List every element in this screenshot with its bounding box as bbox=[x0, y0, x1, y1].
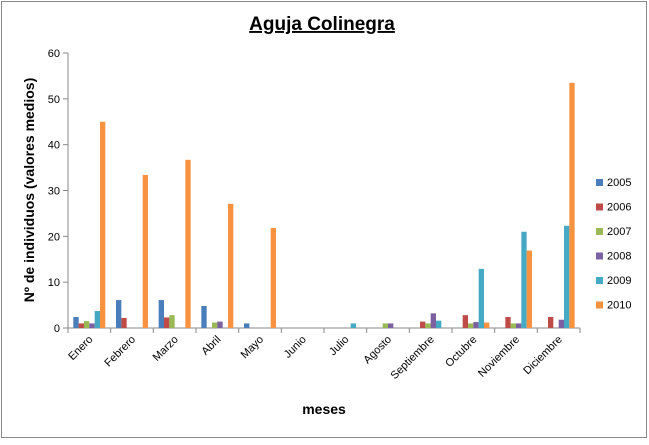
bar bbox=[73, 317, 79, 328]
bar bbox=[217, 321, 223, 328]
bar bbox=[244, 323, 250, 328]
y-axis-title: Nº de individuos (valores medios) bbox=[21, 78, 37, 303]
legend-swatch bbox=[596, 203, 603, 211]
bar bbox=[100, 121, 106, 328]
bar bbox=[420, 321, 426, 328]
bar bbox=[425, 323, 431, 328]
bar bbox=[350, 323, 356, 328]
bar bbox=[270, 228, 276, 328]
bar bbox=[382, 323, 388, 328]
legend-swatch bbox=[596, 277, 603, 284]
bar bbox=[436, 320, 442, 328]
bar bbox=[478, 268, 484, 328]
legend-label: 2006 bbox=[607, 202, 631, 214]
bar bbox=[526, 250, 532, 328]
bar bbox=[558, 319, 564, 328]
bar bbox=[388, 323, 394, 328]
bar bbox=[473, 322, 479, 328]
bar bbox=[201, 306, 207, 328]
bar bbox=[516, 323, 522, 328]
bar bbox=[462, 315, 468, 328]
chart-border bbox=[1, 1, 647, 438]
legend-swatch bbox=[596, 228, 603, 235]
bar bbox=[121, 317, 127, 328]
legend-swatch bbox=[596, 301, 603, 309]
y-tick-label: 0 bbox=[54, 323, 60, 335]
bar bbox=[142, 174, 148, 328]
bar bbox=[484, 322, 490, 328]
bar bbox=[468, 323, 474, 328]
bar bbox=[169, 315, 175, 328]
legend-label: 2007 bbox=[607, 226, 631, 238]
y-tick-label: 50 bbox=[48, 94, 60, 106]
bar bbox=[94, 311, 100, 328]
legend-label: 2009 bbox=[607, 275, 631, 287]
y-tick-label: 40 bbox=[48, 140, 60, 152]
chart-title: Aguja Colinegra bbox=[249, 14, 395, 35]
y-tick-label: 30 bbox=[48, 186, 60, 198]
bar bbox=[505, 317, 511, 328]
bar bbox=[158, 300, 164, 328]
bar bbox=[89, 323, 95, 328]
bar bbox=[78, 323, 84, 328]
legend-label: 2008 bbox=[607, 251, 631, 263]
legend-label: 2005 bbox=[607, 177, 631, 189]
bar bbox=[84, 321, 90, 328]
x-axis-title: meses bbox=[302, 401, 346, 417]
y-tick-label: 60 bbox=[48, 48, 60, 60]
bar bbox=[228, 203, 234, 328]
y-tick-label: 10 bbox=[48, 277, 60, 289]
bar bbox=[164, 317, 170, 328]
bar bbox=[521, 231, 527, 328]
legend-swatch bbox=[596, 179, 603, 186]
bar bbox=[569, 82, 575, 329]
bar bbox=[548, 317, 554, 328]
legend-swatch bbox=[596, 252, 603, 260]
legend-label: 2010 bbox=[607, 300, 631, 312]
bar bbox=[212, 322, 218, 328]
bar bbox=[430, 313, 436, 328]
y-tick-label: 20 bbox=[48, 231, 60, 243]
bar bbox=[564, 225, 570, 328]
bar bbox=[116, 300, 122, 328]
bar bbox=[185, 159, 191, 328]
bar bbox=[510, 323, 516, 328]
